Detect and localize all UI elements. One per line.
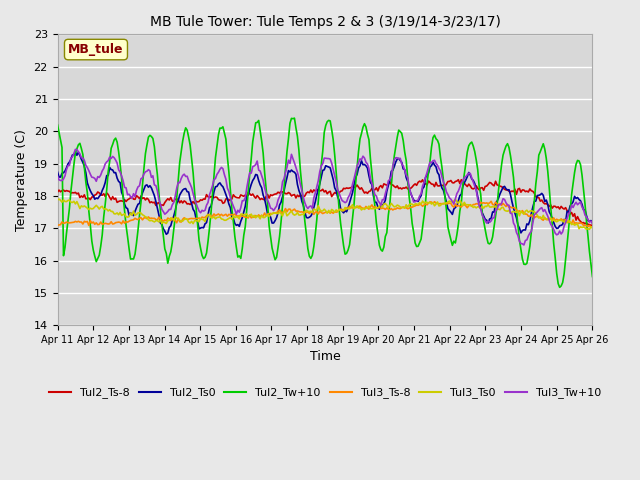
Tul3_Ts-8 (119, 218, 127, 224)
Tul2_Ts0 (54, 169, 61, 175)
Y-axis label: Temperature (C): Temperature (C) (15, 129, 28, 231)
Tul3_Ts-8 (231, 211, 239, 217)
Line: Tul3_Tw+10: Tul3_Tw+10 (58, 149, 593, 245)
Legend: Tul2_Ts-8, Tul2_Ts0, Tul2_Tw+10, Tul3_Ts-8, Tul3_Ts0, Tul3_Tw+10: Tul2_Ts-8, Tul2_Ts0, Tul2_Tw+10, Tul3_Ts… (44, 383, 605, 403)
Tul3_Ts-8 (240, 214, 248, 219)
Tul2_Tw+10 (213, 143, 221, 149)
Tul2_Tw+10 (287, 116, 295, 121)
Tul3_Ts-8 (487, 198, 495, 204)
Tul2_Tw+10 (291, 115, 298, 121)
Line: Tul2_Ts0: Tul2_Ts0 (58, 152, 593, 234)
Tul2_Tw+10 (556, 285, 563, 290)
Tul3_Tw+10 (72, 146, 79, 152)
Tul2_Ts0 (163, 231, 170, 237)
Tul3_Ts-8 (589, 225, 596, 230)
Line: Tul3_Ts0: Tul3_Ts0 (58, 199, 593, 229)
Tul2_Tw+10 (240, 232, 248, 238)
Tul2_Ts0 (562, 219, 570, 225)
Tul3_Ts0 (214, 215, 222, 220)
Tul2_Ts0 (291, 169, 298, 175)
Tul2_Ts-8 (240, 193, 248, 199)
Tul2_Tw+10 (119, 193, 127, 199)
Tul2_Tw+10 (589, 274, 596, 279)
Line: Tul2_Tw+10: Tul2_Tw+10 (58, 118, 593, 288)
Tul3_Ts-8 (213, 212, 221, 218)
Tul3_Tw+10 (121, 184, 129, 190)
Tul2_Ts0 (72, 149, 79, 155)
Tul2_Ts-8 (213, 194, 221, 200)
Tul3_Ts-8 (54, 222, 61, 228)
Tul2_Ts-8 (54, 189, 61, 195)
Tul3_Ts0 (121, 211, 129, 216)
Tul2_Ts0 (216, 180, 224, 186)
Text: MB_tule: MB_tule (68, 43, 124, 56)
Tul3_Tw+10 (54, 173, 61, 179)
Tul2_Ts-8 (458, 177, 465, 182)
Tul2_Tw+10 (231, 234, 239, 240)
Tul2_Ts0 (234, 222, 242, 228)
Tul3_Ts0 (289, 211, 297, 217)
Tul3_Tw+10 (289, 156, 297, 162)
Tul3_Ts0 (241, 212, 249, 217)
Tul3_Ts0 (586, 227, 593, 232)
Tul3_Ts0 (232, 214, 240, 220)
Tul3_Ts0 (589, 225, 596, 231)
Tul3_Ts-8 (560, 217, 568, 223)
Tul3_Ts0 (560, 219, 568, 225)
Tul3_Ts0 (55, 196, 63, 202)
Tul2_Ts-8 (587, 222, 595, 228)
Tul3_Tw+10 (520, 242, 528, 248)
Tul3_Tw+10 (241, 195, 249, 201)
Title: MB Tule Tower: Tule Temps 2 & 3 (3/19/14-3/23/17): MB Tule Tower: Tule Temps 2 & 3 (3/19/14… (150, 15, 500, 29)
Tul3_Tw+10 (589, 220, 596, 226)
Tul2_Tw+10 (54, 122, 61, 128)
Tul3_Tw+10 (232, 211, 240, 217)
Tul3_Tw+10 (562, 220, 570, 226)
Tul2_Tw+10 (562, 257, 570, 263)
Tul2_Ts0 (243, 193, 251, 199)
Line: Tul2_Ts-8: Tul2_Ts-8 (58, 180, 593, 225)
Tul3_Tw+10 (214, 169, 222, 175)
Line: Tul3_Ts-8: Tul3_Ts-8 (58, 201, 593, 228)
Tul2_Ts-8 (231, 194, 239, 200)
X-axis label: Time: Time (310, 350, 340, 363)
Tul2_Ts0 (121, 201, 129, 207)
Tul2_Ts-8 (589, 222, 596, 228)
Tul3_Ts0 (54, 197, 61, 203)
Tul2_Ts-8 (560, 206, 568, 212)
Tul3_Ts-8 (287, 208, 295, 214)
Tul2_Ts-8 (287, 193, 295, 199)
Tul2_Ts0 (589, 220, 596, 226)
Tul2_Ts-8 (119, 199, 127, 204)
